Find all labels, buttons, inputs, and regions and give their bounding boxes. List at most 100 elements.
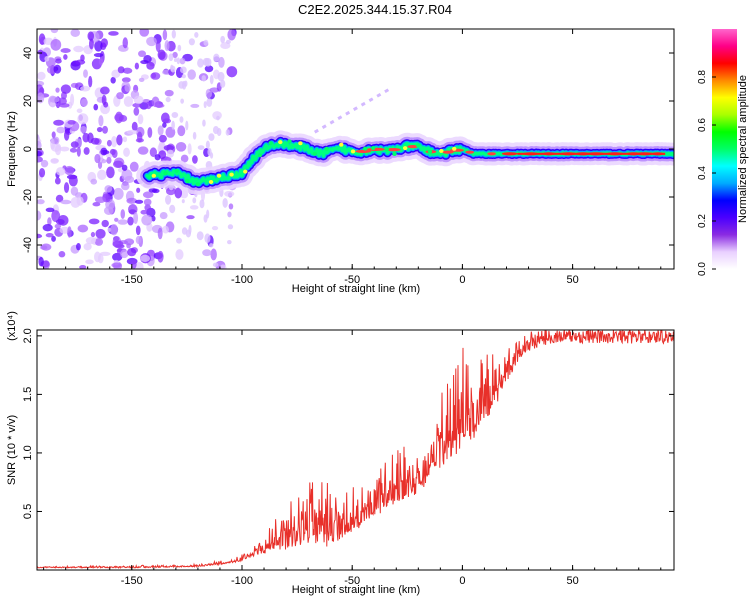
noise-blob [188, 224, 192, 235]
noise-blob [127, 248, 137, 257]
spectrogram-noise [37, 29, 238, 269]
ridge-blob [278, 140, 283, 145]
noise-blob [227, 240, 232, 245]
noise-blob [148, 250, 155, 255]
noise-blob [101, 94, 107, 106]
noise-blob [54, 177, 61, 185]
x-tick-label: -150 [121, 575, 143, 587]
noise-blob [131, 121, 138, 132]
noise-blob [162, 29, 168, 41]
noise-blob [94, 40, 103, 52]
noise-blob [139, 29, 150, 37]
noise-blob [63, 54, 68, 60]
noise-blob [53, 136, 60, 145]
noise-blob [162, 225, 170, 234]
noise-blob [90, 231, 96, 238]
noise-blob [55, 58, 62, 64]
colorbar-tick-label: 0.4 [697, 166, 708, 180]
spectrogram-y-axis: -40 -20 0 20 40 [22, 47, 674, 253]
noise-blob [51, 235, 56, 242]
ridge-blob [298, 141, 303, 146]
noise-blob [76, 243, 81, 251]
noise-blob [189, 205, 199, 210]
noise-blob [108, 31, 119, 36]
ridge-blob [229, 172, 234, 177]
noise-blob [163, 144, 175, 151]
noise-blob [144, 204, 151, 212]
noise-blob [186, 215, 195, 220]
snr-x-axis: -150 -100 -50 0 50 [43, 330, 662, 587]
noise-blob [104, 185, 113, 193]
noise-blob [177, 125, 186, 137]
noise-blob [60, 84, 71, 94]
noise-blob [58, 97, 67, 105]
noise-blob [164, 89, 174, 97]
noise-blob [67, 119, 76, 125]
ridge-blob [324, 146, 329, 151]
y-tick-label: 1.5 [22, 387, 34, 402]
noise-blob [116, 92, 124, 100]
noise-blob [135, 225, 141, 236]
ridge-blob [151, 173, 157, 178]
noise-blob [149, 147, 157, 158]
noise-blob [157, 49, 166, 60]
noise-blob [227, 29, 236, 41]
noise-blob [203, 39, 209, 46]
noise-blob [209, 74, 214, 85]
noise-blob [213, 53, 220, 62]
noise-blob [58, 251, 66, 258]
noise-blob [88, 75, 93, 88]
y-tick-label: 0 [22, 146, 34, 152]
noise-blob [100, 38, 108, 48]
noise-blob [87, 31, 95, 41]
noise-blob [179, 57, 186, 65]
noise-blob [112, 240, 124, 248]
noise-blob [50, 158, 59, 163]
ridge-blob [415, 143, 421, 148]
noise-blob [126, 197, 137, 204]
noise-blob [59, 146, 70, 152]
noise-blob [142, 191, 154, 199]
noise-blob [204, 65, 214, 73]
noise-blob [194, 31, 199, 38]
noise-blob [203, 101, 207, 109]
noise-blob [56, 126, 66, 134]
noise-blob [204, 233, 211, 244]
noise-blob [196, 231, 204, 241]
noise-blob [51, 131, 56, 139]
ridge-blob [392, 151, 397, 156]
noise-blob [134, 199, 144, 204]
noise-blob [187, 69, 196, 80]
noise-blob [97, 169, 107, 181]
noise-blob [63, 130, 70, 141]
noise-blob [106, 153, 113, 159]
noise-blob [219, 79, 226, 88]
x-tick-label: 0 [459, 274, 465, 286]
noise-blob [225, 129, 230, 136]
snr-multiplier: (x10⁴) [6, 311, 18, 341]
noise-blob [133, 212, 139, 225]
noise-blob [111, 262, 122, 268]
noise-blob [70, 29, 81, 37]
noise-blob [88, 218, 100, 225]
noise-blob [112, 160, 124, 168]
snr-y-label: SNR (10 * v/v) [6, 415, 18, 485]
noise-blob [122, 67, 133, 74]
noise-blob [176, 57, 180, 65]
noise-blob [169, 204, 176, 214]
noise-blob [199, 199, 205, 209]
ridge-blob [287, 139, 292, 144]
noise-blob [100, 147, 108, 156]
noise-blob [131, 259, 137, 269]
noise-blob [37, 156, 43, 163]
y-tick-label: 1.0 [22, 445, 34, 460]
noise-blob [151, 215, 156, 222]
noise-blob [137, 114, 144, 125]
ridge-blob [402, 146, 408, 151]
ridge-blob [268, 141, 273, 146]
noise-blob [173, 58, 178, 63]
spectrogram-x-label: Height of straight line (km) [292, 283, 420, 295]
noise-blob [82, 132, 90, 143]
noise-blob [37, 210, 42, 221]
noise-blob [201, 75, 206, 82]
